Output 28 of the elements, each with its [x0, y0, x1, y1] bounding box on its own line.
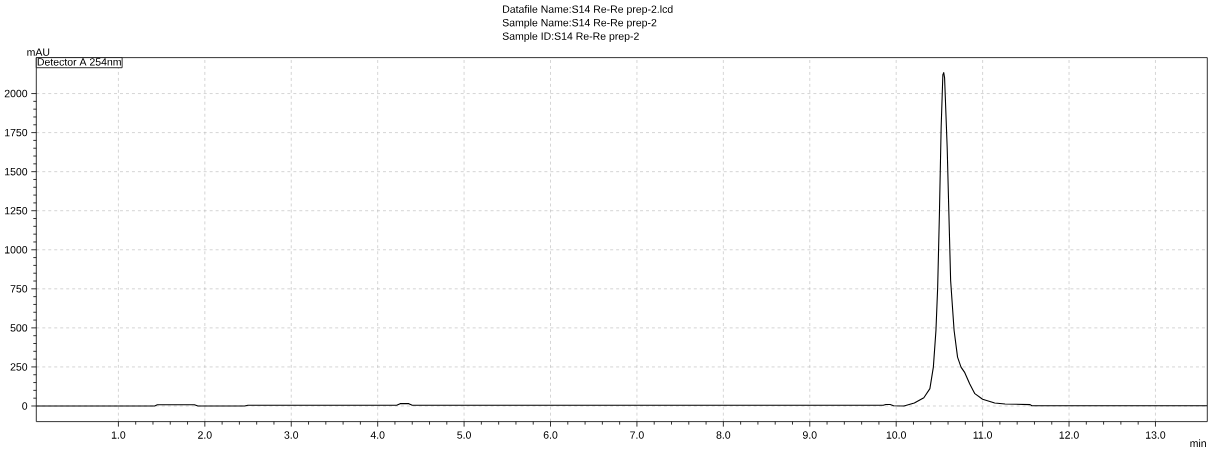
x-tick-label: 7.0 [630, 431, 644, 439]
x-tick-label: 1.0 [111, 431, 126, 439]
chart-subtitle: Sample Name:S14 Re-Re prep-2 [502, 18, 657, 29]
x-tick-label: 10.0 [886, 431, 906, 439]
x-tick-label: 11.0 [973, 431, 993, 439]
y-tick-label: 1250 [5, 207, 28, 215]
x-tick-label: 6.0 [543, 431, 558, 439]
y-tick-label: 1000 [5, 246, 28, 254]
x-tick-label: 13.0 [1146, 431, 1166, 439]
y-axis-title: mAU [27, 48, 50, 56]
y-tick-label: 1500 [5, 167, 28, 176]
y-tick-label: 1750 [5, 128, 28, 137]
y-tick-label: 500 [10, 324, 28, 332]
x-tick-label: 2.0 [198, 431, 212, 439]
x-tick-label: 8.0 [716, 431, 731, 439]
x-tick-label: 4.0 [370, 431, 385, 439]
x-tick-label: 12.0 [1059, 431, 1079, 439]
y-tick-label: 250 [10, 363, 28, 371]
x-tick-label: 9.0 [802, 431, 817, 439]
y-tick-label: 0 [22, 402, 28, 410]
x-tick-label: 5.0 [457, 431, 471, 439]
x-tick-label: 3.0 [284, 431, 299, 439]
text: Detector A 254nm [37, 58, 121, 66]
chart-title: Datafile Name:S14 Re-Re prep-2.lcd [503, 5, 673, 15]
y-tick-label: 2000 [4, 89, 28, 98]
x-axis-title: min [1190, 439, 1206, 447]
y-tick-label: 750 [10, 285, 28, 293]
text: Sample ID:S14 Re-Re prep-2 [502, 32, 639, 42]
